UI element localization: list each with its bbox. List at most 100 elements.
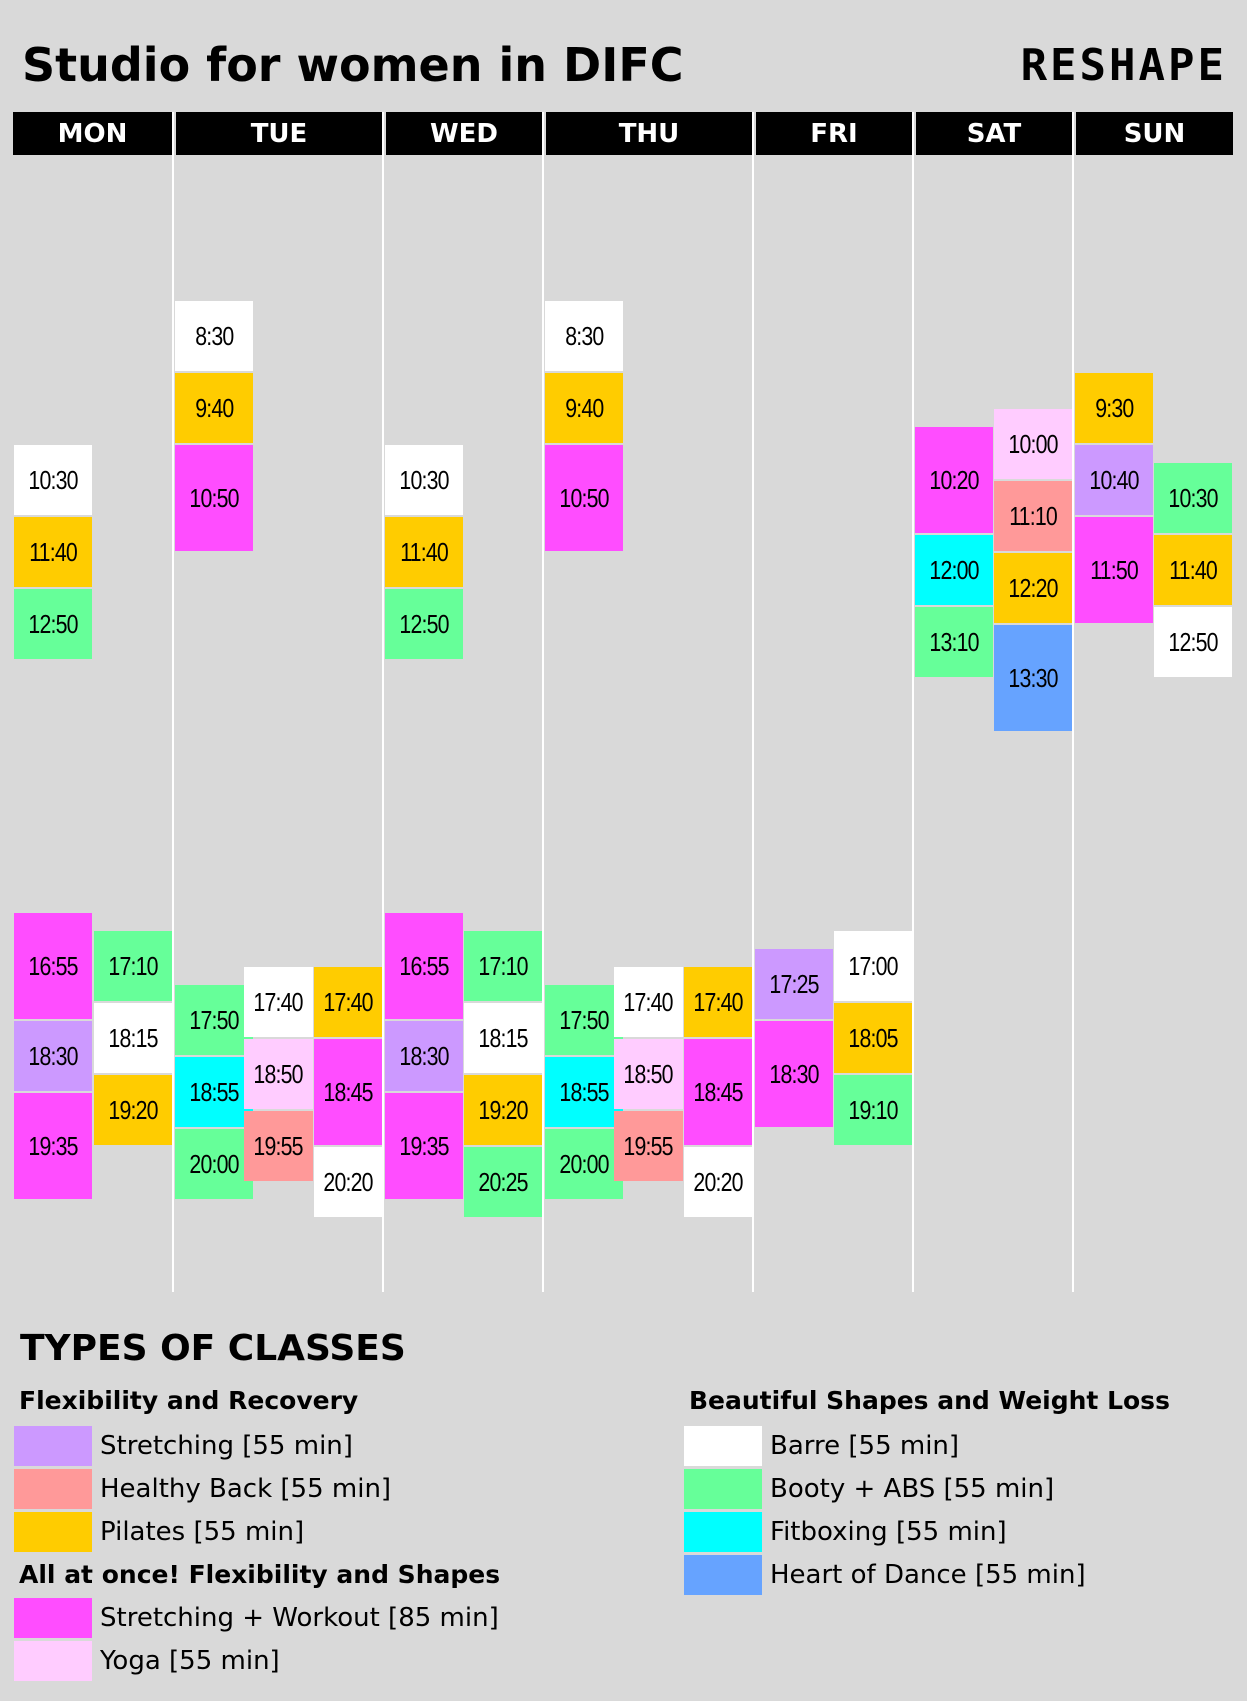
stretching-swatch: [14, 1426, 92, 1466]
day-separator: [1072, 112, 1074, 1292]
class-block[interactable]: 19:20: [464, 1075, 542, 1145]
class-block[interactable]: 18:30: [385, 1021, 463, 1091]
class-block[interactable]: 17:50: [545, 985, 623, 1055]
class-block[interactable]: 10:30: [14, 445, 92, 515]
legend-label: Stretching + Workout [85 min]: [100, 1603, 499, 1633]
class-block[interactable]: 12:50: [1154, 607, 1232, 677]
class-block[interactable]: 13:10: [915, 607, 993, 677]
class-block[interactable]: 11:40: [1154, 535, 1232, 605]
healthy-back-swatch: [14, 1469, 92, 1509]
class-block[interactable]: 12:50: [14, 589, 92, 659]
barre-swatch: [684, 1426, 762, 1466]
legend-label: Barre [55 min]: [770, 1431, 960, 1461]
class-block[interactable]: 17:25: [755, 949, 833, 1019]
class-block[interactable]: 18:55: [545, 1057, 623, 1127]
class-block[interactable]: 18:15: [94, 1003, 172, 1073]
class-block[interactable]: 19:55: [244, 1111, 313, 1181]
class-block[interactable]: 9:30: [1075, 373, 1153, 443]
class-block[interactable]: 18:45: [314, 1039, 382, 1145]
class-block[interactable]: 20:20: [314, 1147, 382, 1217]
reshape-logo: RESHAPE: [1020, 40, 1227, 91]
legend-label: Fitboxing [55 min]: [770, 1517, 1007, 1547]
class-block[interactable]: 16:55: [14, 913, 92, 1019]
day-separator: [912, 112, 914, 1292]
class-block[interactable]: 11:50: [1075, 517, 1153, 623]
class-block[interactable]: 17:40: [244, 967, 313, 1037]
class-block[interactable]: 10:20: [915, 427, 993, 533]
class-block[interactable]: 20:00: [545, 1129, 623, 1199]
legend-group-shapes: Beautiful Shapes and Weight Loss: [689, 1386, 1170, 1415]
legend-item-pilates: Pilates [55 min]: [14, 1512, 304, 1552]
class-block[interactable]: 19:35: [385, 1093, 463, 1199]
class-block[interactable]: 9:40: [175, 373, 253, 443]
day-header-tue: TUE: [176, 112, 382, 155]
class-block[interactable]: 8:30: [545, 301, 623, 371]
class-block[interactable]: 17:00: [834, 931, 912, 1001]
legend-item-yoga: Yoga [55 min]: [14, 1641, 280, 1681]
legend-label: Yoga [55 min]: [100, 1646, 280, 1676]
legend-item-fitboxing: Fitboxing [55 min]: [684, 1512, 1007, 1552]
yoga-swatch: [14, 1641, 92, 1681]
class-block[interactable]: 18:05: [834, 1003, 912, 1073]
legend-item-heart-of-dance: Heart of Dance [55 min]: [684, 1555, 1086, 1595]
legend-item-stretching-workout: Stretching + Workout [85 min]: [14, 1598, 499, 1638]
class-block[interactable]: 10:40: [1075, 445, 1153, 515]
day-header-wed: WED: [386, 112, 542, 155]
class-block[interactable]: 9:40: [545, 373, 623, 443]
class-block[interactable]: 18:50: [614, 1039, 683, 1109]
class-block[interactable]: 11:40: [385, 517, 463, 587]
legend-label: Healthy Back [55 min]: [100, 1474, 392, 1504]
legend-title: TYPES OF CLASSES: [20, 1328, 406, 1369]
class-block[interactable]: 17:10: [464, 931, 542, 1001]
day-header-sat: SAT: [916, 112, 1072, 155]
legend-group-flexibility: Flexibility and Recovery: [19, 1386, 359, 1415]
legend-item-barre: Barre [55 min]: [684, 1426, 959, 1466]
legend-group-all-at-once: All at once! Flexibility and Shapes: [19, 1560, 501, 1589]
legend-item-booty-abs: Booty + ABS [55 min]: [684, 1469, 1054, 1509]
class-block[interactable]: 18:30: [755, 1021, 833, 1127]
class-block[interactable]: 17:40: [614, 967, 683, 1037]
legend-label: Booty + ABS [55 min]: [770, 1474, 1055, 1504]
class-block[interactable]: 12:50: [385, 589, 463, 659]
class-block[interactable]: 18:30: [14, 1021, 92, 1091]
day-separator: [172, 112, 174, 1292]
legend-label: Stretching [55 min]: [100, 1431, 353, 1461]
class-block[interactable]: 20:25: [464, 1147, 542, 1217]
class-block[interactable]: 10:30: [385, 445, 463, 515]
day-separator: [382, 112, 384, 1292]
class-block[interactable]: 18:15: [464, 1003, 542, 1073]
legend-item-healthy-back: Healthy Back [55 min]: [14, 1469, 391, 1509]
page-title: Studio for women in DIFC: [22, 38, 684, 92]
class-block[interactable]: 18:45: [684, 1039, 752, 1145]
legend-item-stretching: Stretching [55 min]: [14, 1426, 353, 1466]
class-block[interactable]: 20:20: [684, 1147, 752, 1217]
day-header-mon: MON: [13, 112, 172, 155]
class-block[interactable]: 10:50: [175, 445, 253, 551]
class-block[interactable]: 10:30: [1154, 463, 1232, 533]
stretching-workout-swatch: [14, 1598, 92, 1638]
class-block[interactable]: 12:20: [994, 553, 1072, 623]
class-block[interactable]: 11:10: [994, 481, 1072, 551]
class-block[interactable]: 17:10: [94, 931, 172, 1001]
class-block[interactable]: 19:20: [94, 1075, 172, 1145]
class-block[interactable]: 13:30: [994, 625, 1072, 731]
class-block[interactable]: 12:00: [915, 535, 993, 605]
class-block[interactable]: 8:30: [175, 301, 253, 371]
class-block[interactable]: 16:55: [385, 913, 463, 1019]
class-block[interactable]: 18:50: [244, 1039, 313, 1109]
class-block[interactable]: 19:10: [834, 1075, 912, 1145]
class-block[interactable]: 10:00: [994, 409, 1072, 479]
class-block[interactable]: 17:40: [314, 967, 382, 1037]
day-header-thu: THU: [546, 112, 752, 155]
class-block[interactable]: 11:40: [14, 517, 92, 587]
class-block[interactable]: 20:00: [175, 1129, 253, 1199]
fitboxing-swatch: [684, 1512, 762, 1552]
booty-abs-swatch: [684, 1469, 762, 1509]
class-block[interactable]: 10:50: [545, 445, 623, 551]
class-block[interactable]: 19:35: [14, 1093, 92, 1199]
class-block[interactable]: 17:50: [175, 985, 253, 1055]
legend-label: Pilates [55 min]: [100, 1517, 305, 1547]
class-block[interactable]: 19:55: [614, 1111, 683, 1181]
class-block[interactable]: 17:40: [684, 967, 752, 1037]
class-block[interactable]: 18:55: [175, 1057, 253, 1127]
